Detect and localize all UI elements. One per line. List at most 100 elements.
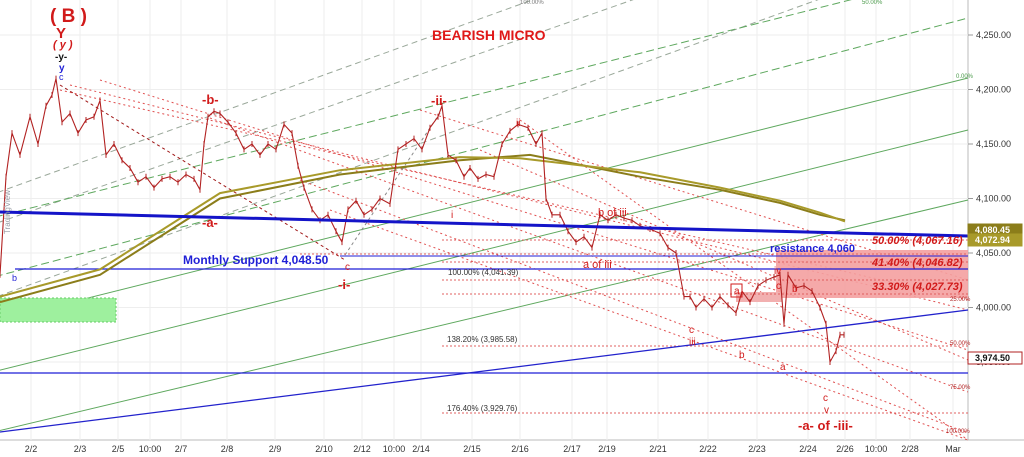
price-axis <box>968 0 1024 440</box>
channel-line-green <box>0 0 852 217</box>
blue-trendline-thick <box>0 210 969 238</box>
x-tick-label: 2/3 <box>74 444 87 454</box>
x-tick-label: 2/9 <box>269 444 282 454</box>
monthly-support-label: Monthly Support 4,048.50 <box>183 253 329 267</box>
x-tick-label: 10:00 <box>865 444 888 454</box>
price-tags: 4,080.454,072.94 3,974.50 <box>967 223 1023 365</box>
price-tag-bg <box>967 351 1023 365</box>
x-tick-label: 2/28 <box>901 444 919 454</box>
wave-label-y-paren: ( y ) <box>53 39 73 51</box>
y-tick-label: 4,100.00 <box>976 194 1011 204</box>
resistance-zone-red <box>776 250 968 298</box>
fib-138-label: 138.20% (3,985.58) <box>447 335 518 344</box>
x-tick-label: 2/21 <box>649 444 667 454</box>
wave-label-iii: iii <box>689 337 696 348</box>
wave-label-a-of-iii: a of iii <box>583 259 612 271</box>
wave-label-ii-minus: -ii- <box>431 93 447 108</box>
moving-average-ma_slow <box>0 156 846 298</box>
x-tick-label: 2/8 <box>221 444 234 454</box>
channel-line-green <box>0 17 969 276</box>
channel-line-darkred <box>59 84 346 261</box>
price-series <box>0 75 845 365</box>
wave-label-i-minus: -i- <box>338 277 350 292</box>
wave-label-B: ( B ) <box>50 6 87 27</box>
wave-labels: ( B ) Y ( y ) -y- y c b -b- -a- -ii- -i-… <box>12 6 853 433</box>
fib-100-label: 100.00% (4,041.39) <box>448 268 519 277</box>
x-tick-label: 2/15 <box>463 444 481 454</box>
x-tick-label: 2/10 <box>315 444 333 454</box>
x-tick-label: 2/22 <box>699 444 717 454</box>
x-tick-label: 2/26 <box>836 444 854 454</box>
channel-line-red <box>419 109 969 281</box>
support-zone-green <box>0 297 117 323</box>
x-tick-label: 2/23 <box>748 444 766 454</box>
channel-line-gray <box>0 0 534 193</box>
wave-label-c-final: c <box>823 393 828 404</box>
resistance-zone-small <box>736 292 782 302</box>
wave-label-iv: iv <box>774 266 781 277</box>
fib-176-label: 176.40% (3,929.76) <box>447 404 518 413</box>
wave-label-c-iv: c <box>776 281 781 292</box>
price-tag-label: 4,072.94 <box>975 235 1010 245</box>
x-tick-label: 2/2 <box>25 444 38 454</box>
x-tick-label: 2/24 <box>799 444 817 454</box>
wave-label-b-left: b <box>12 273 17 283</box>
channel-pct-label: 25.00% <box>950 297 971 303</box>
price-line <box>0 78 844 364</box>
channel-line-red <box>209 117 969 393</box>
moving-averages <box>0 153 846 304</box>
y-tick-label: 4,050.00 <box>976 248 1011 258</box>
x-tick-label: 10:00 <box>139 444 162 454</box>
chart-title: BEARISH MICRO <box>432 27 546 43</box>
blue-trendlines <box>0 210 969 433</box>
wave-label-y-small: y <box>59 63 65 74</box>
plot-area <box>0 0 968 440</box>
wave-label-b-low: b <box>739 350 745 361</box>
wave-label-c-top: c <box>59 72 64 82</box>
x-tick-label: 2/14 <box>412 444 430 454</box>
wave-label-a-box <box>730 283 743 298</box>
wave-label-b-minus: -b- <box>202 92 219 107</box>
price-tag-label: 4,080.45 <box>975 225 1010 235</box>
x-tick-label: 2/5 <box>112 444 125 454</box>
wave-label-a-low: a <box>780 362 786 373</box>
wave-label-c-iii: c <box>689 325 694 336</box>
wave-label-Y: Y <box>56 25 66 42</box>
channel-line-red <box>99 79 969 351</box>
wave-label-ii: ii <box>516 118 520 129</box>
price-tag: 3,974.50 <box>967 351 1023 365</box>
channel-pct-label: 50.00% <box>950 341 971 347</box>
price-tag: 4,072.94 <box>967 233 1023 247</box>
channel-line-green <box>0 129 969 371</box>
fib-41-label: 41.40% (4,046.82) <box>871 257 963 269</box>
wave-label-y-dash: -y- <box>55 52 67 63</box>
blue-trendline-rising <box>0 309 969 433</box>
wave-label-c-low: c <box>345 262 350 273</box>
y-tick-label: 4,250.00 <box>976 30 1011 40</box>
y-tick-label: 4,200.00 <box>976 85 1011 95</box>
channel-pct-label: 75.00% <box>950 385 971 391</box>
x-tick-label: 10:00 <box>383 444 406 454</box>
channel-line-green <box>0 77 969 321</box>
moving-average-ma_fast <box>0 153 846 304</box>
wave-connector-line <box>344 109 443 256</box>
wave-label-a-of-iii-final: -a- of -iii- <box>798 418 853 433</box>
resistance-label: resistance 4,060 <box>770 243 855 255</box>
grid <box>0 0 968 440</box>
channel-pct-label: 0.00% <box>956 74 974 80</box>
wave-label-a-minus: -a- <box>202 215 218 230</box>
channel-pct-label: 50.00% <box>862 0 883 6</box>
horizontal-levels <box>0 239 972 414</box>
fib-33-label: 33.30% (4,027.73) <box>872 281 963 293</box>
y-tick-label: 4,000.00 <box>976 303 1011 313</box>
channel-pct-label: 100.00% <box>520 0 544 6</box>
price-tag-bg <box>967 233 1023 247</box>
x-tick-label: 2/17 <box>563 444 581 454</box>
y-tick-label: 4,150.00 <box>976 139 1011 149</box>
x-tick-label: Mar <box>945 444 961 454</box>
x-tick-label: 2/12 <box>353 444 371 454</box>
x-axis-ticks: 2/2 2/3 2/5 10:00 2/7 2/8 2/9 2/10 2/12 10:00 2/14… <box>25 444 961 454</box>
wave-label-b-iv: b <box>792 284 798 295</box>
wave-label-b-of-iii: b of iii <box>598 207 627 219</box>
